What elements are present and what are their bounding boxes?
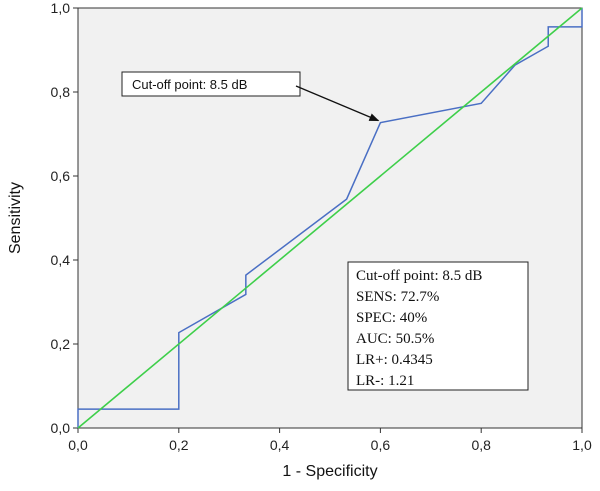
stats-box: Cut-off point: 8.5 dB SENS: 72.7% SPEC: … [347, 261, 529, 391]
callout-arrow [295, 85, 380, 122]
reference-diagonal-line [77, 7, 583, 429]
x-tick-label: 0,4 [270, 437, 290, 453]
stats-line: SPEC: 40% [356, 310, 427, 326]
x-tick-label: 0,8 [471, 437, 491, 453]
roc-curve-line [77, 8, 583, 428]
callout-label: Cut-off point: 8.5 dB [132, 77, 247, 92]
y-tick-label: 0,0 [51, 420, 71, 436]
y-tick-label: 0,2 [51, 336, 71, 352]
x-axis-ticks: 0,0 0,2 0,4 0,6 0,8 1,0 [68, 428, 592, 453]
x-tick-label: 0,0 [68, 437, 88, 453]
x-axis-title: 1 - Specificity [282, 463, 377, 480]
y-tick-label: 0,6 [51, 168, 71, 184]
x-tick-label: 1,0 [572, 437, 592, 453]
stats-box-frame [347, 261, 529, 391]
stats-line: LR+: 0.4345 [356, 352, 433, 368]
y-tick-label: 0,8 [51, 84, 71, 100]
stats-line: AUC: 50.5% [356, 331, 434, 347]
stats-line: Cut-off point: 8.5 dB [356, 268, 482, 284]
y-axis-ticks: 0,0 0,2 0,4 0,6 0,8 1,0 [51, 0, 78, 436]
x-tick-label: 0,2 [169, 437, 189, 453]
y-axis-title: Sensitivity [7, 182, 24, 254]
stats-line: LR-: 1.21 [356, 373, 414, 389]
stats-line: SENS: 72.7% [356, 289, 439, 305]
y-tick-label: 0,4 [51, 252, 71, 268]
x-tick-label: 0,6 [371, 437, 391, 453]
series-layer [77, 7, 583, 429]
callout-box [121, 71, 301, 97]
cutoff-callout: Cut-off point: 8.5 dB [121, 71, 380, 122]
y-tick-label: 1,0 [51, 0, 71, 16]
